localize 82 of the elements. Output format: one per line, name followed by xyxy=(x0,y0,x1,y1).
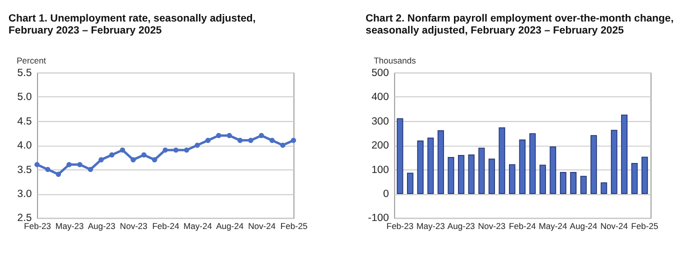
point xyxy=(120,147,126,153)
bar xyxy=(550,146,556,194)
y-tick-label: 0 xyxy=(383,188,390,200)
y-tick-label: 5.5 xyxy=(17,68,32,79)
y-tick-label: 500 xyxy=(371,68,390,79)
y-tick-label: 4.5 xyxy=(17,116,32,128)
point xyxy=(77,162,82,168)
x-tick-label: May-24 xyxy=(184,220,212,231)
x-tick-label: Aug-23 xyxy=(88,220,116,231)
point xyxy=(34,162,40,168)
x-tick-label: Aug-24 xyxy=(570,220,598,231)
x-tick-label: Feb-24 xyxy=(508,220,536,231)
point xyxy=(109,152,114,158)
y-tick-label: 100 xyxy=(371,164,390,176)
y-tick-label: 300 xyxy=(371,116,390,128)
x-tick-label: Nov-24 xyxy=(248,220,276,231)
x-tick-label: Feb-24 xyxy=(152,220,180,231)
bar xyxy=(570,172,577,194)
bar xyxy=(560,172,566,194)
x-tick-label: May-23 xyxy=(55,220,84,231)
y-tick-label: 400 xyxy=(371,92,390,104)
bar xyxy=(417,140,424,194)
x-tick-label: Nov-23 xyxy=(120,220,148,231)
y-tick-label: 3.5 xyxy=(17,164,32,176)
y-tick-label: 4.0 xyxy=(17,140,32,152)
bar xyxy=(642,156,648,194)
bar xyxy=(458,155,464,194)
chart-title: Chart 2. Nonfarm payroll employment over-the-month change, seasonally adjusted, February 2023 – February 2025 xyxy=(366,13,674,37)
chart-title: Chart 1. Unemployment rate, seasonally adjusted, February 2023 – February 2025 xyxy=(8,13,256,37)
point xyxy=(184,147,190,153)
point xyxy=(248,138,254,143)
point xyxy=(280,142,286,148)
bar xyxy=(468,154,475,194)
bar xyxy=(600,182,608,194)
y-axis-title: Thousands xyxy=(374,56,416,66)
bar xyxy=(427,138,434,194)
bar xyxy=(590,135,597,194)
bar xyxy=(508,164,516,194)
bar xyxy=(396,118,404,194)
x-tick-label: Feb-25 xyxy=(631,220,658,231)
x-tick-label: Nov-24 xyxy=(600,220,628,231)
point xyxy=(130,157,136,162)
point xyxy=(141,152,146,158)
bar xyxy=(631,163,638,194)
point xyxy=(216,132,222,138)
y-tick-label: 5.0 xyxy=(17,92,32,104)
bar xyxy=(488,158,495,194)
point xyxy=(45,166,50,172)
point xyxy=(194,142,200,148)
x-tick-label: Nov-23 xyxy=(478,220,506,231)
bar xyxy=(407,172,414,194)
point xyxy=(98,157,104,162)
x-tick-label: Feb-25 xyxy=(280,220,308,231)
point xyxy=(226,132,232,138)
point xyxy=(152,157,158,162)
y-tick-label: 200 xyxy=(371,140,390,152)
bar xyxy=(498,127,506,194)
point xyxy=(162,147,168,153)
point xyxy=(205,138,211,143)
y-tick-label: 3.0 xyxy=(17,188,32,200)
x-tick-label: Aug-23 xyxy=(447,220,476,231)
point xyxy=(269,138,275,143)
bar xyxy=(610,130,618,194)
bar xyxy=(540,164,546,194)
x-tick-label: May-24 xyxy=(538,220,568,231)
point xyxy=(88,166,94,172)
bar xyxy=(529,133,536,194)
point xyxy=(290,138,296,143)
point xyxy=(56,172,62,177)
y-axis-title: Percent xyxy=(16,56,47,66)
bar xyxy=(438,130,444,194)
bar xyxy=(448,156,454,194)
bar xyxy=(519,140,526,194)
point xyxy=(237,138,243,143)
point xyxy=(173,147,179,153)
x-tick-label: Aug-24 xyxy=(216,220,244,231)
x-tick-label: May-23 xyxy=(416,220,446,231)
bar xyxy=(580,176,587,194)
point xyxy=(66,162,72,168)
point xyxy=(258,132,264,138)
bar xyxy=(478,148,485,194)
bar xyxy=(621,114,628,194)
